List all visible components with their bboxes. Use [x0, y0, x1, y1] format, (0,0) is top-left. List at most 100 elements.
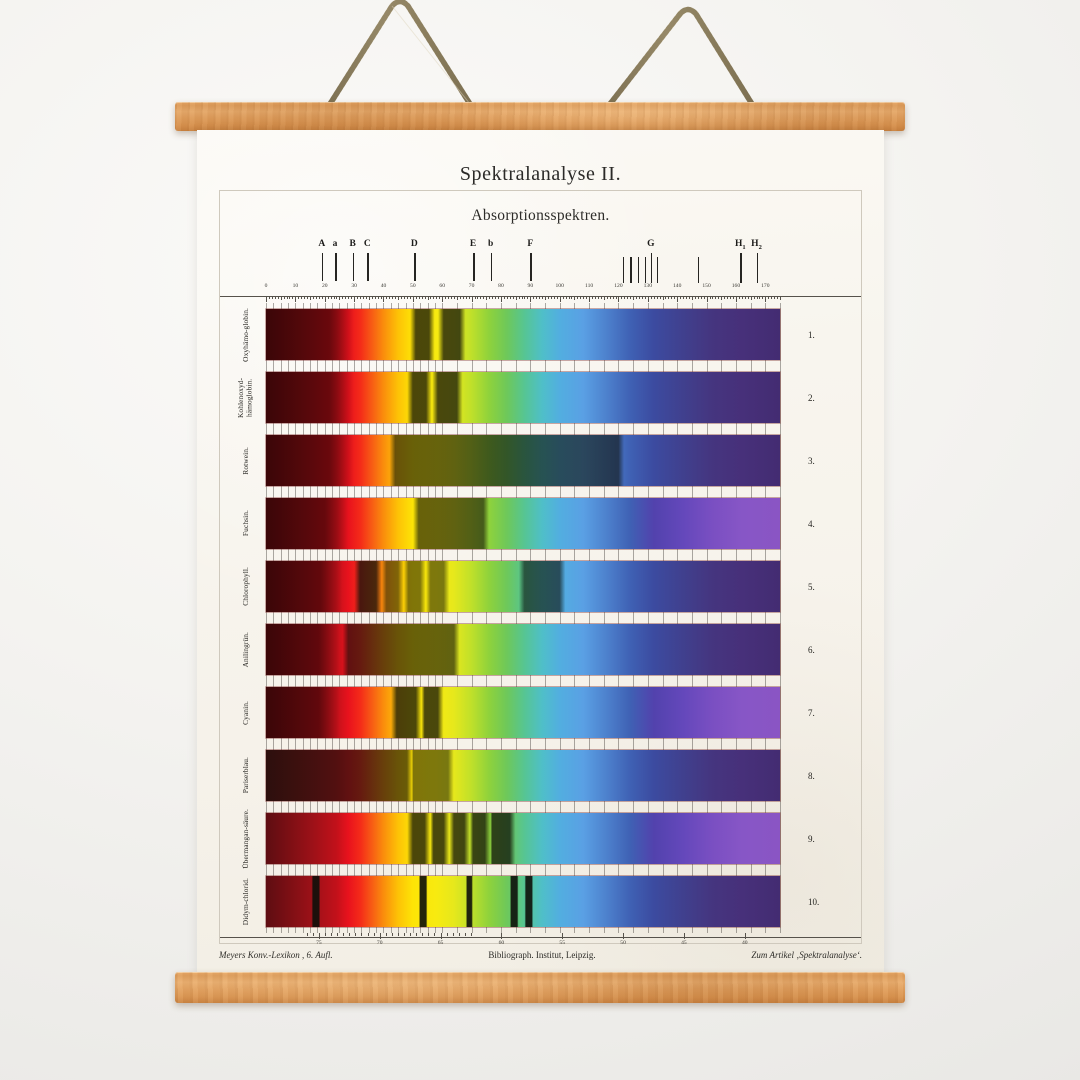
- ruler-tick: [367, 933, 369, 936]
- ruler-tick: [574, 296, 576, 300]
- spectrum-row-number: 7.: [808, 707, 815, 718]
- ruler-tick: [727, 296, 728, 299]
- ruler-tick: [397, 933, 399, 936]
- spectrum-row-label-text: Cyanin.: [240, 700, 250, 725]
- ruler-tick: [556, 296, 558, 299]
- fraunhofer-tick: [630, 257, 632, 283]
- ruler-tick: [312, 296, 314, 299]
- ruler-tick: [712, 296, 714, 299]
- spectrum-band: [266, 687, 780, 738]
- ruler-tick: [351, 296, 352, 299]
- ruler-number: 20: [321, 283, 328, 289]
- ruler-tick: [440, 933, 442, 939]
- ruler-tick: [464, 933, 466, 936]
- ruler-tick: [354, 296, 355, 302]
- spectrum-row: Didym-chlorid. 10.: [220, 870, 861, 933]
- ruler-tick: [283, 296, 285, 299]
- spectrum-row-label: Kohlenoxyd-hämoglobin.: [228, 366, 264, 429]
- ruler-tick: [292, 296, 294, 299]
- ruler-number: 70: [376, 940, 383, 946]
- ruler-tick: [553, 296, 555, 299]
- ruler-tick: [401, 296, 402, 299]
- ruler-tick: [589, 296, 590, 302]
- fraunhofer-label-D: D: [410, 239, 418, 249]
- ruler-tick: [750, 296, 752, 300]
- ruler-tick: [404, 296, 405, 299]
- spectrum-row-label: Übermangan-säure.: [228, 807, 264, 870]
- ruler-tick: [483, 296, 485, 299]
- spectrum-row-label-text: Fuchsin.: [240, 510, 250, 537]
- ruler-tick: [361, 933, 363, 936]
- ruler-number: 50: [410, 283, 416, 289]
- ruler-tick: [768, 296, 770, 299]
- hanger-bar-bottom: [175, 972, 905, 1003]
- ruler-tick: [759, 296, 761, 299]
- footer-middle: Bibliograph. Institut, Leipzig.: [488, 950, 596, 960]
- ruler-tick: [312, 933, 314, 936]
- ruler-tick: [383, 296, 385, 302]
- spectrum-band: [266, 876, 780, 927]
- ruler-tick: [395, 296, 397, 299]
- ruler-tick: [489, 296, 491, 299]
- ruler-tick: [647, 296, 649, 302]
- ruler-tick: [424, 296, 426, 299]
- ruler-tick: [501, 933, 503, 939]
- ruler-number: 120: [614, 283, 623, 289]
- ruler-tick: [577, 296, 579, 299]
- ruler-tick: [268, 296, 270, 299]
- ruler-tick: [422, 933, 424, 936]
- ruler-tick: [458, 933, 460, 936]
- fraunhofer-tick: [622, 257, 625, 283]
- spectrum-row-label: Oxyhämo-globin.: [228, 303, 264, 366]
- ruler-number: 30: [351, 283, 357, 289]
- ruler-tick: [733, 296, 734, 299]
- ruler-tick: [662, 296, 664, 300]
- fraunhofer-tick: [321, 253, 324, 281]
- ruler-number: 100: [555, 283, 564, 289]
- ruler-tick: [700, 296, 702, 299]
- ruler-tick: [680, 296, 681, 299]
- ruler-tick: [315, 296, 317, 299]
- ruler-tick: [650, 296, 652, 299]
- ruler-tick: [430, 296, 432, 299]
- spectrum-row: Pariserblau. 8.: [220, 744, 861, 807]
- fraunhofer-tick: [656, 257, 659, 283]
- fraunhofer-tick: [697, 257, 700, 283]
- ruler-tick: [453, 296, 455, 299]
- ruler-tick: [433, 296, 435, 299]
- fraunhofer-label-G: G: [647, 239, 655, 249]
- ruler-tick: [339, 296, 341, 300]
- ruler-tick: [580, 296, 582, 299]
- ruler-tick: [336, 296, 338, 299]
- ruler-tick: [686, 296, 687, 299]
- spectrum-row-number: 9.: [808, 833, 815, 844]
- spectrum-row: Cyanin. 7.: [220, 681, 861, 744]
- ruler-tick: [677, 296, 678, 302]
- ruler-tick: [355, 933, 357, 936]
- spectrum-row: Fuchsin. 4.: [220, 492, 861, 555]
- spectrum-row: Übermangan-säure. 9.: [220, 807, 861, 870]
- ruler-number: 0: [264, 283, 268, 289]
- ruler-number: 40: [741, 940, 748, 946]
- fraunhofer-tick: [756, 253, 759, 283]
- poster-paper: Spektralanalyse II. Absorptionsspektren.…: [197, 130, 884, 975]
- spectrum-row-number: 10.: [808, 896, 820, 907]
- ruler-tick: [565, 296, 567, 299]
- ruler-tick: [724, 296, 725, 299]
- ruler-tick: [633, 296, 634, 300]
- ruler-tick: [427, 296, 429, 300]
- ruler-tick: [624, 296, 626, 299]
- ruler-number: 55: [559, 940, 566, 946]
- ruler-tick: [691, 296, 693, 300]
- ruler-tick: [415, 296, 417, 299]
- ruler-tick: [348, 296, 350, 299]
- ruler-tick: [324, 296, 326, 302]
- ruler-number: 80: [498, 283, 504, 289]
- ruler-tick: [409, 296, 411, 299]
- ruler-tick: [343, 933, 344, 936]
- spectrum-row-label: Rotwein.: [228, 429, 264, 492]
- ruler-tick: [445, 296, 446, 299]
- ruler-tick: [777, 296, 778, 299]
- ruler-tick: [289, 296, 291, 299]
- ruler-number: 140: [672, 283, 682, 289]
